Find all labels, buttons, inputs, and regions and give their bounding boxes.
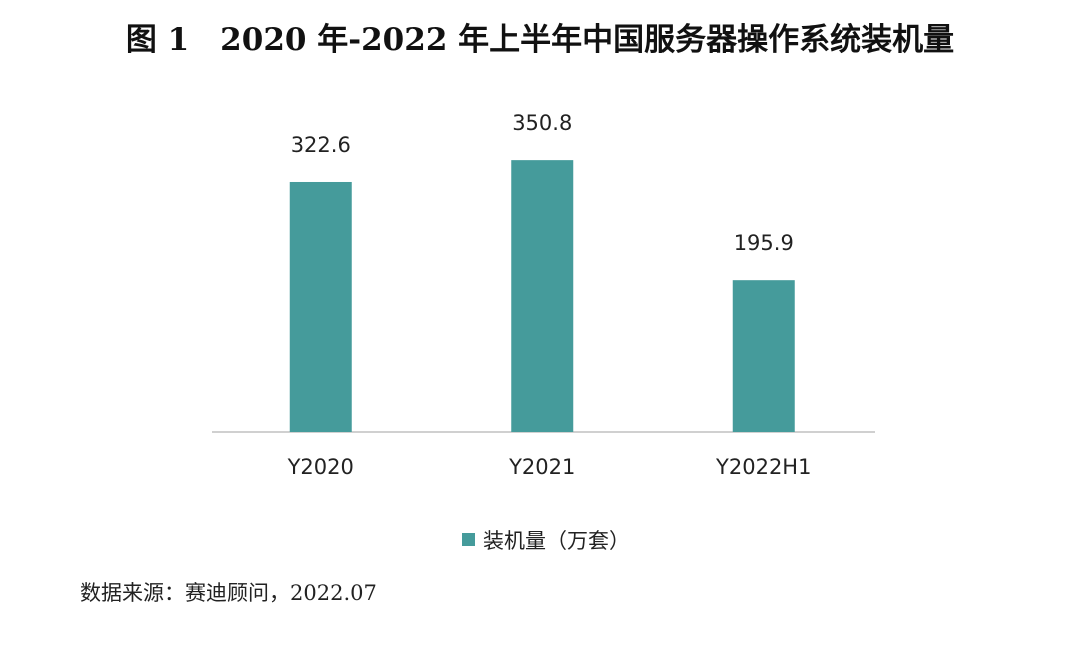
bar (289, 181, 352, 432)
source-note: 数据来源：赛迪顾问，2022.07 (80, 581, 377, 605)
x-tick-label: Y2021 (508, 455, 575, 479)
data-label: 350.8 (512, 111, 572, 135)
legend-label: 装机量（万套） (483, 529, 630, 553)
bar (732, 280, 795, 432)
chart-title: 图 1 2020 年-2022 年上半年中国服务器操作系统装机量 (126, 22, 954, 58)
x-tick-label: Y2022H1 (715, 455, 811, 479)
bar (511, 160, 574, 432)
data-label: 195.9 (734, 231, 794, 255)
legend-swatch (462, 533, 475, 546)
x-tick-label: Y2020 (287, 455, 354, 479)
data-label: 322.6 (291, 133, 351, 157)
